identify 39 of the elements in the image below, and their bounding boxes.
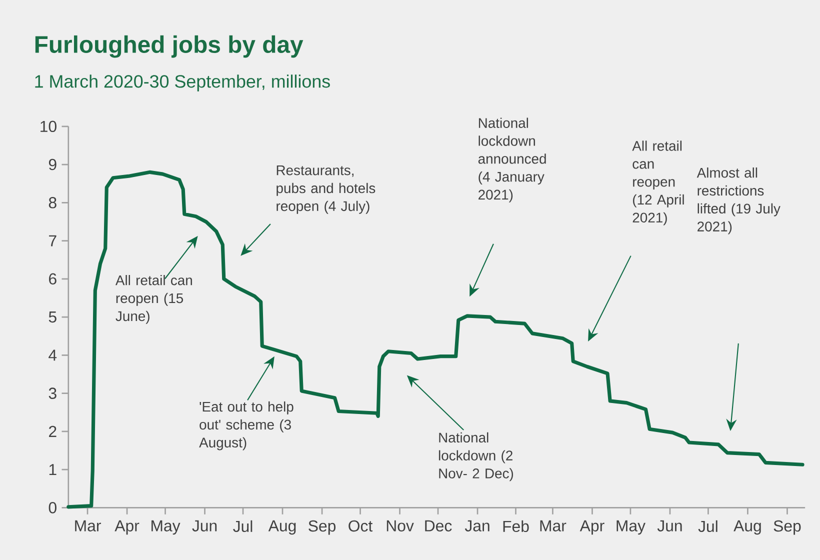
annotation: National lockdown (2 Nov- 2 Dec) [438, 432, 514, 481]
x-tick-label: Aug [734, 520, 761, 534]
annotation: All retail can reopen (12 April 2021) [632, 140, 684, 226]
y-tick-label: 7 [49, 235, 56, 246]
x-tick-label: Feb [503, 520, 529, 532]
x-tick-label: Jun [657, 520, 682, 532]
x-tick-label: Apr [114, 520, 140, 534]
annotation: 'Eat out to help out' scheme (3 August) [199, 401, 294, 450]
x-tick-label: Sep [308, 520, 336, 535]
x-tick-label: Mar [540, 520, 566, 532]
y-tick-label: 6 [49, 273, 56, 284]
y-tick-label: 1 [49, 464, 56, 475]
annotation: National lockdown announced (4 January 2021) [478, 118, 546, 202]
x-tick-label: Mar [75, 520, 101, 532]
x-tick-label: May [616, 520, 646, 534]
y-tick-label: 9 [48, 158, 56, 170]
annotation: Almost all restrictions lifted (19 July 2021) [696, 167, 780, 234]
chart-title: Furloughed jobs by day [35, 35, 304, 58]
chart-subtitle: 1 March 2020-30 September, millions [35, 74, 330, 92]
y-tick-label: 5 [48, 311, 56, 322]
x-tick-label: May [152, 520, 180, 534]
x-tick-label: Sep [774, 520, 801, 535]
x-tick-label: Oct [348, 520, 373, 532]
x-tick-label: Apr [580, 520, 604, 534]
y-tick-label: 4 [48, 349, 57, 360]
x-tick-label: Jul [698, 520, 718, 532]
y-tick-label: 8 [48, 196, 56, 208]
x-tick-label: Aug [268, 520, 296, 534]
x-tick-label: Dec [425, 520, 452, 532]
y-tick-label: 2 [49, 426, 56, 437]
y-tick-label: 0 [48, 502, 56, 514]
x-tick-label: Jan [464, 520, 490, 532]
y-tick-label: 10 [40, 120, 56, 132]
annotation: All retail can reopen (15 June) [115, 274, 192, 324]
x-tick-label: Nov [386, 520, 414, 532]
x-tick-label: Jun [192, 520, 217, 532]
x-tick-label: Jul [233, 520, 252, 532]
annotation: Restaurants, pubs and hotels reopen (4 July) [276, 165, 376, 214]
y-tick-label: 3 [48, 387, 56, 399]
